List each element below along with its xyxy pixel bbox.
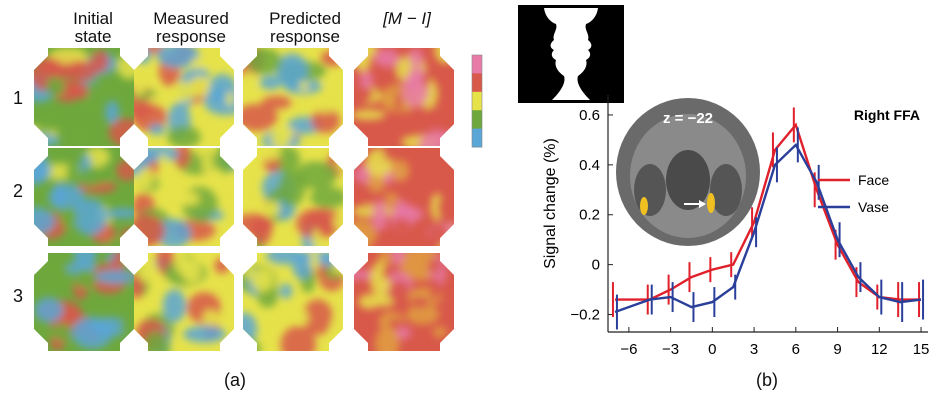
activation-map (232, 246, 354, 360)
inset-label: z = −22 (663, 110, 713, 127)
y-tick-label: 0.2 (579, 207, 600, 224)
chart-title: Right FFA (854, 107, 920, 123)
y-axis-label: Signal change (%) (542, 138, 559, 269)
activation-blob-right (707, 193, 715, 213)
x-tick-label: 9 (833, 341, 841, 358)
activation-map-grid (0, 0, 500, 360)
activation-map (15, 142, 140, 250)
activation-map (118, 139, 246, 249)
colorbar-segment (472, 110, 482, 129)
activation-map (337, 243, 454, 360)
vase-faces-illusion (518, 5, 624, 103)
caption-b: (b) (737, 370, 797, 391)
activation-map (350, 36, 458, 161)
legend-label-face: Face (858, 172, 889, 188)
brain-slice-inset: z = −22 (616, 98, 760, 246)
x-tick-label: 0 (708, 341, 716, 358)
activation-map (117, 41, 248, 148)
x-tick-label: 3 (750, 341, 758, 358)
activation-map (17, 44, 144, 149)
signal-change-chart: −6 −3 0 3 6 9 12 15 −0.2 0 0.2 0.4 0.6 Signal change … (500, 0, 937, 372)
x-tick-label: −3 (662, 341, 679, 358)
y-tick-label: −0.2 (570, 307, 600, 324)
x-tick-label: 12 (871, 341, 888, 358)
activation-map (232, 144, 347, 260)
colorbar-segment (472, 92, 482, 111)
activation-blob-left (640, 197, 648, 215)
brain-lobe (634, 164, 666, 216)
brain-center (666, 150, 710, 210)
colorbar-segment (472, 73, 482, 92)
colorbar-segment (472, 55, 482, 74)
y-tick-label: 0.4 (579, 157, 600, 174)
y-tick-label: 0.6 (579, 107, 600, 124)
activation-map (228, 43, 346, 152)
x-tick-label: 15 (913, 341, 930, 358)
caption-a: (a) (205, 370, 265, 391)
y-tick-label: 0 (592, 257, 600, 274)
x-tick-label: 6 (792, 341, 800, 358)
activation-map (34, 239, 148, 351)
activation-map (343, 139, 465, 254)
x-tick-label: −6 (620, 341, 637, 358)
colorbar-segment (472, 129, 482, 148)
activation-map (128, 242, 239, 360)
brain-lobe (710, 164, 742, 216)
legend-label-vase: Vase (858, 199, 889, 215)
